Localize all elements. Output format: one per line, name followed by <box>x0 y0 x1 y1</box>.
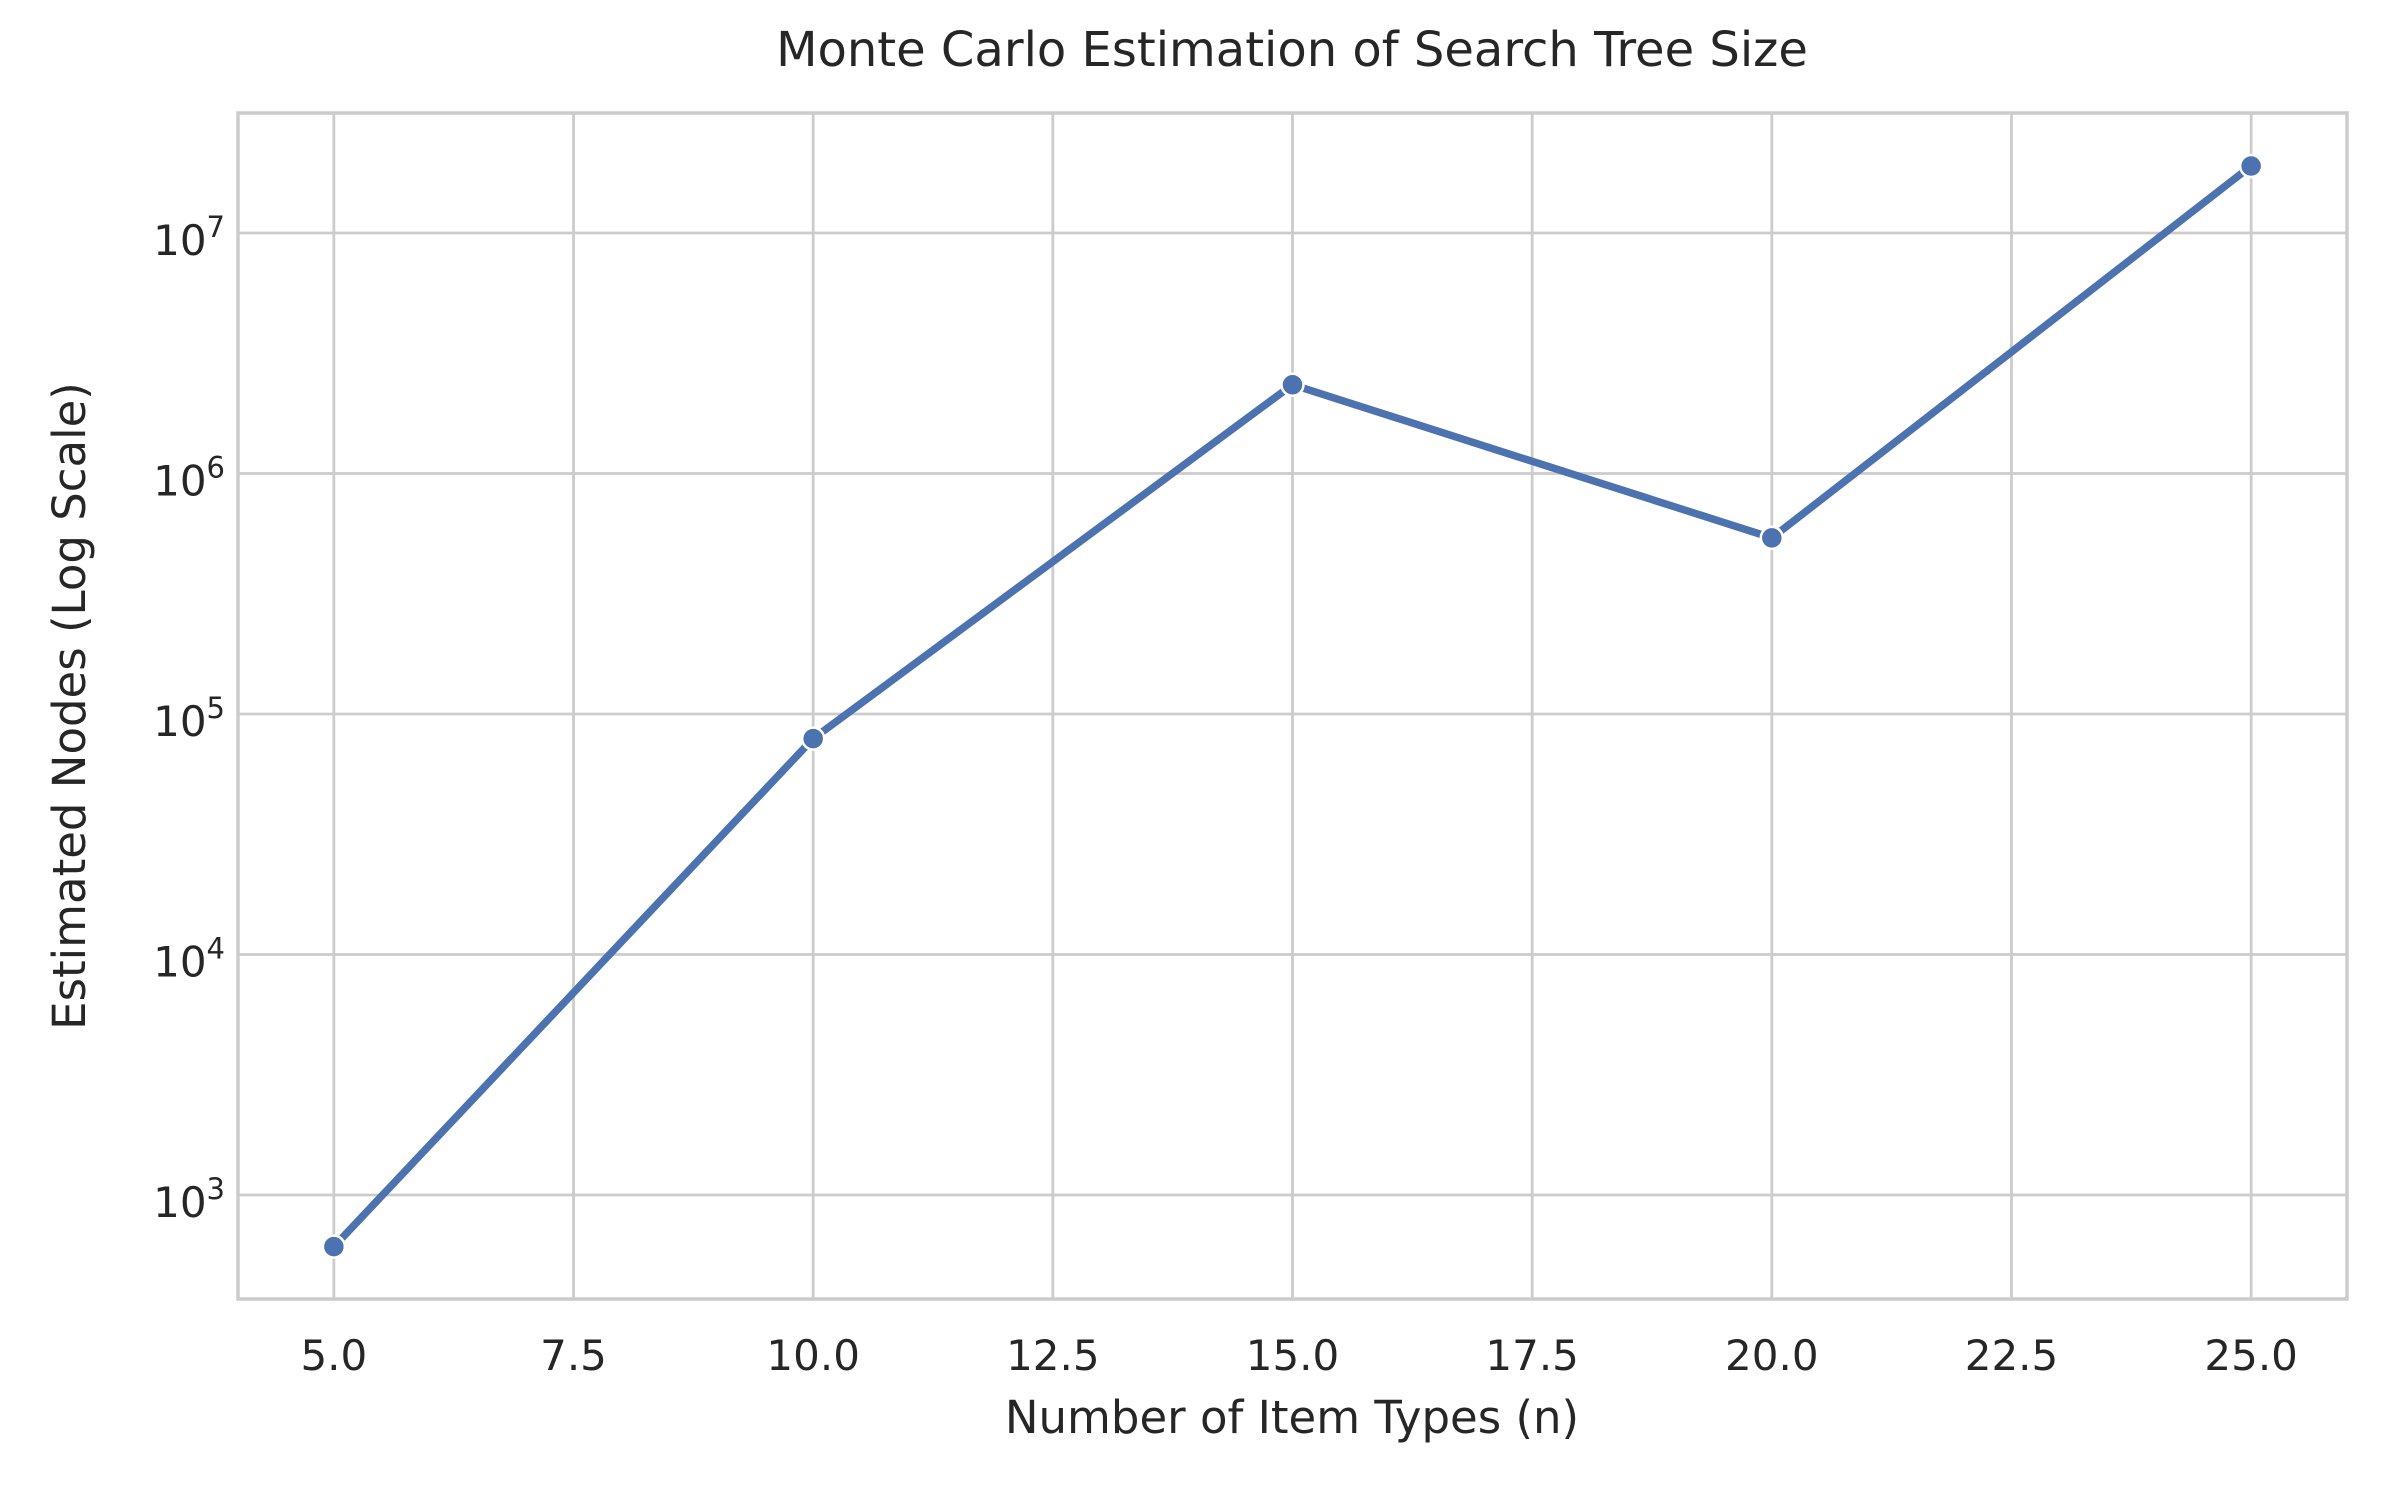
x-tick-label: 7.5 <box>540 1331 607 1380</box>
y-tick-label: 106 <box>153 451 225 506</box>
x-tick-label: 15.0 <box>1246 1331 1340 1380</box>
x-tick-label: 22.5 <box>1965 1331 2059 1380</box>
data-point-marker <box>800 726 826 751</box>
x-tick-label: 20.0 <box>1725 1331 1819 1380</box>
data-point-marker <box>1280 372 1305 397</box>
data-point-marker <box>321 1234 347 1259</box>
data-point-marker <box>1759 525 1785 551</box>
y-tick-label: 103 <box>153 1172 225 1227</box>
plot-border <box>236 111 2349 1301</box>
x-tick-label: 17.5 <box>1485 1331 1579 1380</box>
x-tick-label: 12.5 <box>1006 1331 1100 1380</box>
axes-spine <box>236 111 2349 1301</box>
chart-title: Monte Carlo Estimation of Search Tree Si… <box>776 22 1808 78</box>
series-layer <box>321 153 2264 1259</box>
data-point-marker <box>2238 153 2264 179</box>
tick-label-layer: 5.0 7.5 10.0 12.5 15.0 17.5 20.0 22.5 25.0 103 104… <box>153 210 2298 1380</box>
x-tick-label: 10.0 <box>766 1331 860 1380</box>
x-tick-label: 25.0 <box>2204 1331 2298 1380</box>
x-axis-label: Number of Item Types (n) <box>1005 1391 1579 1444</box>
y-tick-label: 104 <box>153 932 225 987</box>
grid-layer <box>238 113 2347 1299</box>
y-tick-label: 105 <box>153 691 225 746</box>
y-tick-label: 107 <box>153 210 225 265</box>
x-tick-label: 5.0 <box>300 1331 367 1380</box>
y-axis-label: Estimated Nodes (Log Scale) <box>43 382 96 1030</box>
